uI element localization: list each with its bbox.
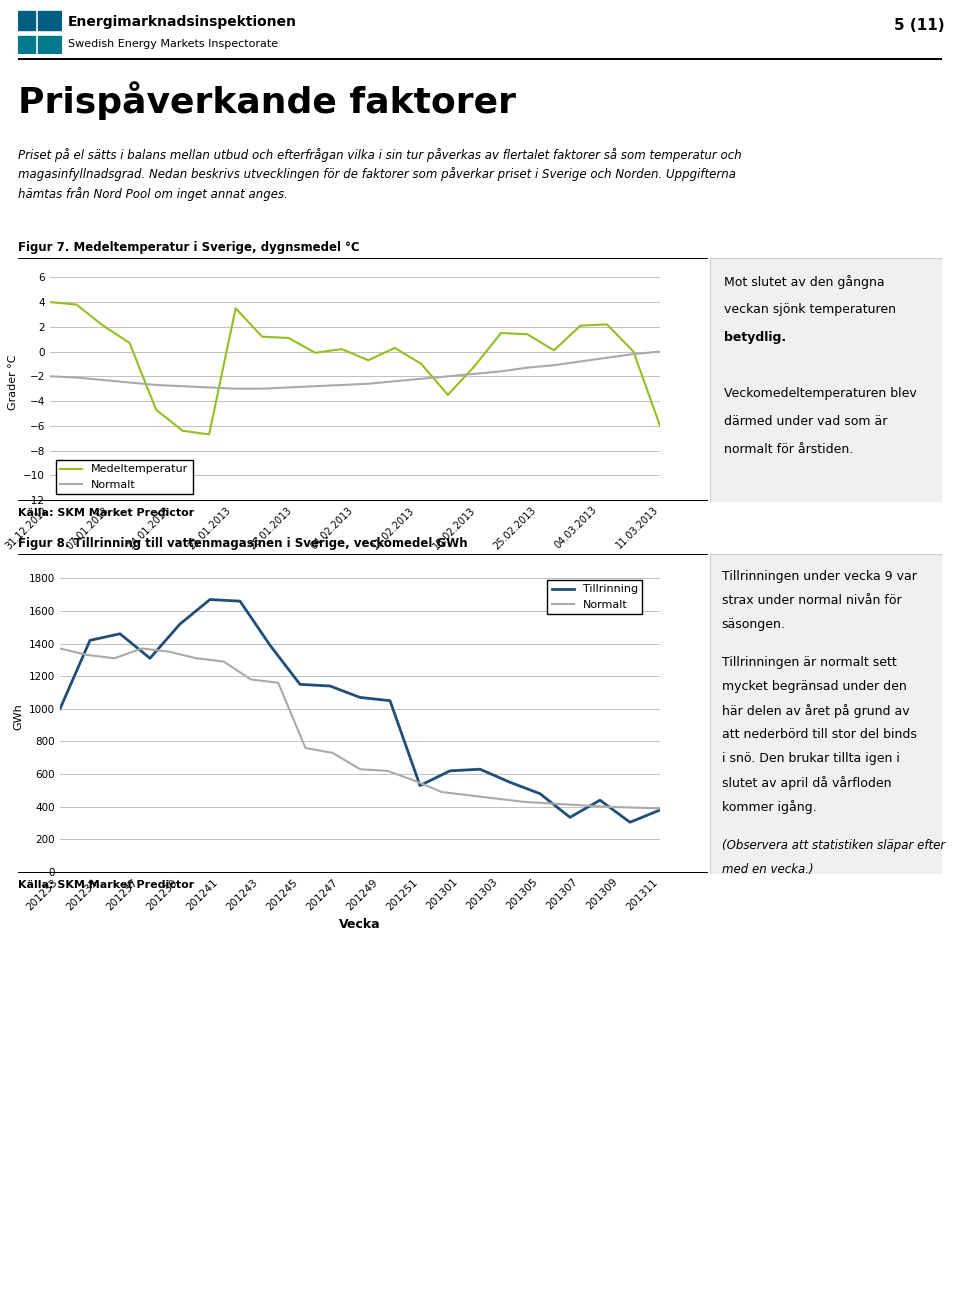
Y-axis label: Grader °C: Grader °C [8, 355, 17, 411]
Text: mycket begränsad under den: mycket begränsad under den [722, 680, 906, 693]
Text: i snö. Den brukar tillta igen i: i snö. Den brukar tillta igen i [722, 753, 900, 766]
Text: Källa: SKM Market Predictor: Källa: SKM Market Predictor [18, 508, 194, 517]
Bar [18, 35, 35, 55]
Text: (Observera att statistiken släpar efter: (Observera att statistiken släpar efter [722, 838, 945, 852]
Text: Figur 8. Tillrinning till vattenmagasinen i Sverige, veckomedel GWh: Figur 8. Tillrinning till vattenmagasine… [18, 537, 468, 550]
Text: strax under normal nivån för: strax under normal nivån för [722, 594, 901, 607]
Text: säsongen.: säsongen. [722, 618, 785, 630]
Text: slutet av april då vårfloden: slutet av april då vårfloden [722, 776, 891, 790]
Text: Energimarknadsinspektionen: Energimarknadsinspektionen [68, 16, 297, 30]
Text: Tillrinningen är normalt sett: Tillrinningen är normalt sett [722, 656, 897, 670]
X-axis label: Vecka: Vecka [339, 918, 381, 931]
Text: Mot slutet av den gångna: Mot slutet av den gångna [724, 276, 884, 289]
Text: Tillrinningen under vecka 9 var: Tillrinningen under vecka 9 var [722, 569, 917, 582]
Legend: Tillrinning, Normalt: Tillrinning, Normalt [547, 580, 642, 615]
Text: här delen av året på grund av: här delen av året på grund av [722, 705, 909, 719]
Text: att nederbörd till stor del binds: att nederbörd till stor del binds [722, 728, 917, 741]
Text: med en vecka.): med en vecka.) [722, 863, 813, 876]
Text: Figur 7. Medeltemperatur i Sverige, dygnsmedel °C: Figur 7. Medeltemperatur i Sverige, dygn… [18, 240, 360, 254]
Text: normalt för årstiden.: normalt för årstiden. [724, 443, 853, 456]
Text: Veckomedeltemperaturen blev: Veckomedeltemperaturen blev [724, 387, 917, 400]
Text: betydlig.: betydlig. [724, 332, 786, 344]
Text: därmed under vad som är: därmed under vad som är [724, 416, 887, 429]
Y-axis label: GWh: GWh [13, 703, 23, 731]
Text: Swedish Energy Markets Inspectorate: Swedish Energy Markets Inspectorate [68, 39, 278, 49]
Text: 5 (11): 5 (11) [895, 17, 945, 32]
Text: kommer igång.: kommer igång. [722, 801, 816, 814]
Legend: Medeltemperatur, Normalt: Medeltemperatur, Normalt [56, 460, 193, 494]
Text: Priset på el sätts i balans mellan utbud och efterfrågan vilka i sin tur påverka: Priset på el sätts i balans mellan utbud… [18, 148, 742, 202]
Bar [37, 12, 62, 30]
Bar [18, 12, 35, 30]
Text: Prispåverkande faktorer: Prispåverkande faktorer [18, 82, 516, 121]
Text: veckan sjönk temperaturen: veckan sjönk temperaturen [724, 303, 896, 316]
Text: Källa: SKM Market Predictor: Källa: SKM Market Predictor [18, 880, 194, 890]
Bar [37, 35, 62, 55]
